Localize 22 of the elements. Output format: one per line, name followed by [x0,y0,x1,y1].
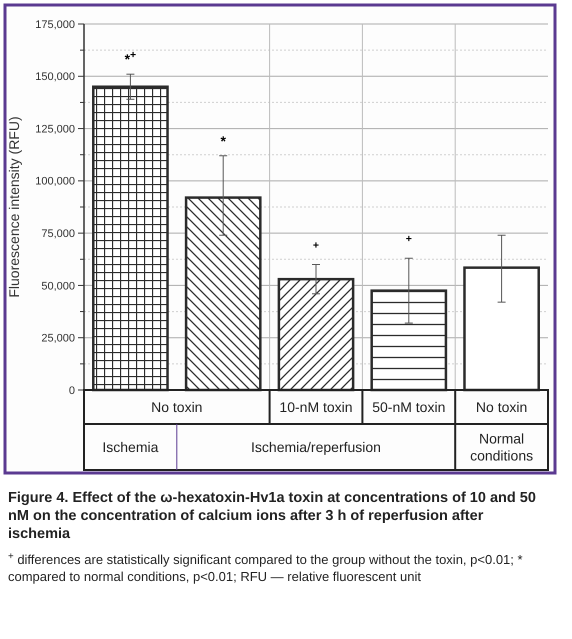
text: Normal conditions [470,430,534,464]
x-tick-label: No toxin [476,398,528,415]
x-tick-label: 10-nM toxin [279,398,353,415]
y-tick-label: 25,000 [41,332,75,345]
y-tick-label: 150,000 [35,71,75,84]
text: Figure 4. Effect of the ω-hexatoxin-Hv1a toxin at concentrations of 10 and 50 nM on the concentration of calcium ions after 3 h of reperfusion after ischemia [8,490,536,542]
annotation: + [406,233,412,246]
text: Ischemia/reperfusion [251,438,381,455]
x-tick-label: 50-nM toxin [372,398,446,415]
text: $^{+}$ differences are statistically significant compared to the group without the toxin, p<0.01; * compared to normal conditions, p<0.01; RFU — relative fluorescent unit [8,550,523,584]
y-tick-label: 175,000 [35,18,75,31]
y-tick-label: 50,000 [41,280,75,292]
y-tick-label: 100,000 [35,176,75,188]
annotation: * [220,132,226,149]
x-tick-label: No toxin [151,398,202,415]
y-axis-title: Fluorescence intensity (RFU) [6,116,22,298]
annotation: *$^{+}$ [124,49,136,68]
y-tick-label: 0 [68,384,75,397]
text: Ischemia [102,438,159,455]
y-tick-label: 125,000 [35,123,75,136]
annotation: + [312,240,320,252]
y-tick-label: 75,000 [41,228,75,240]
